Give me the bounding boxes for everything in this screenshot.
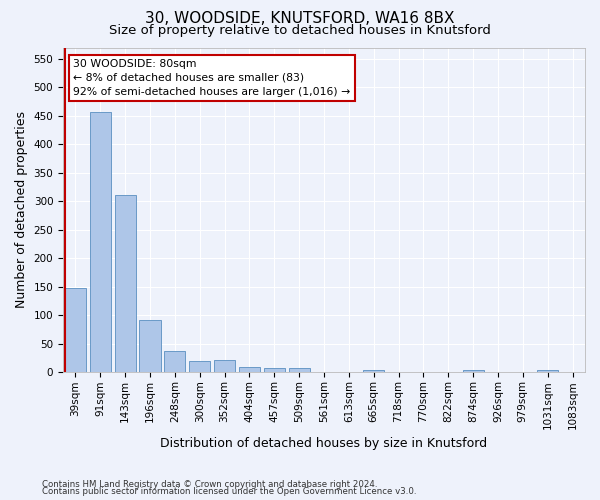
Text: Contains HM Land Registry data © Crown copyright and database right 2024.: Contains HM Land Registry data © Crown c… (42, 480, 377, 489)
Bar (463, 370, 484, 372)
Text: Contains public sector information licensed under the Open Government Licence v3: Contains public sector information licen… (42, 487, 416, 496)
Bar (115, 194, 136, 372)
Bar (214, 360, 235, 372)
Bar (537, 370, 558, 372)
Bar (363, 370, 384, 372)
Text: 30, WOODSIDE, KNUTSFORD, WA16 8BX: 30, WOODSIDE, KNUTSFORD, WA16 8BX (145, 11, 455, 26)
Bar (90, 112, 111, 372)
Bar (164, 350, 185, 372)
Text: 30 WOODSIDE: 80sqm
← 8% of detached houses are smaller (83)
92% of semi-detached: 30 WOODSIDE: 80sqm ← 8% of detached hous… (73, 59, 351, 97)
Y-axis label: Number of detached properties: Number of detached properties (15, 112, 28, 308)
Bar (239, 366, 260, 372)
Bar (289, 368, 310, 372)
Bar (139, 320, 161, 372)
X-axis label: Distribution of detached houses by size in Knutsford: Distribution of detached houses by size … (160, 437, 488, 450)
Bar (65, 288, 86, 372)
Text: Size of property relative to detached houses in Knutsford: Size of property relative to detached ho… (109, 24, 491, 37)
Bar (264, 368, 285, 372)
Bar (189, 361, 210, 372)
